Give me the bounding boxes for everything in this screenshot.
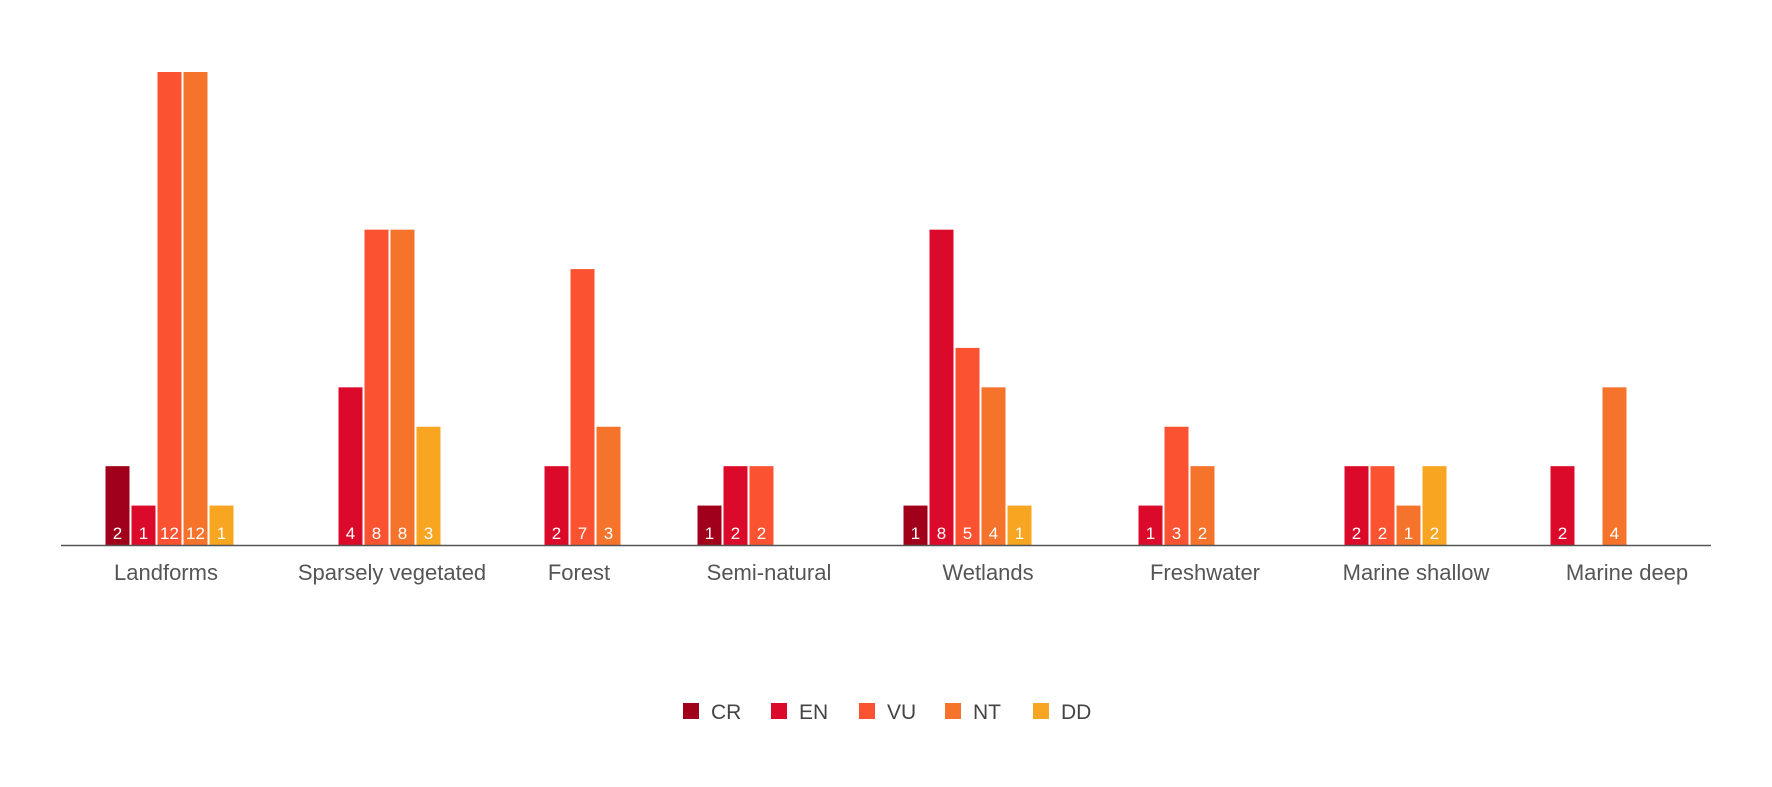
- data-label: 8: [937, 524, 946, 543]
- data-label: 1: [139, 524, 148, 543]
- legend-item-nt: NT: [945, 701, 1001, 724]
- bar-cr: [903, 505, 928, 545]
- data-label: 8: [398, 524, 407, 543]
- legend-label: DD: [1061, 701, 1091, 724]
- bar-nt: [981, 387, 1006, 545]
- bar-en: [544, 466, 569, 545]
- data-label: 1: [705, 524, 714, 543]
- bar-en: [338, 387, 363, 545]
- data-label: 1: [1404, 524, 1413, 543]
- legend-label: EN: [799, 701, 828, 724]
- bar-nt: [1602, 387, 1627, 545]
- bar-vu: [570, 269, 595, 545]
- bar-nt: [1396, 505, 1421, 545]
- data-label: 2: [1352, 524, 1361, 543]
- legend-swatch: [1033, 703, 1049, 719]
- bar-dd: [1007, 505, 1032, 545]
- legend-swatch: [771, 703, 787, 719]
- bar-en: [131, 505, 156, 545]
- legend-item-vu: VU: [859, 701, 916, 724]
- data-label: 8: [372, 524, 381, 543]
- bar-nt: [390, 229, 415, 545]
- x-tick-label: Freshwater: [1150, 560, 1260, 585]
- data-label: 3: [604, 524, 613, 543]
- data-label: 1: [1146, 524, 1155, 543]
- data-label: 3: [424, 524, 433, 543]
- legend-swatch: [683, 703, 699, 719]
- bar-nt: [596, 426, 621, 545]
- bar-dd: [1422, 466, 1447, 545]
- bar-vu: [1370, 466, 1395, 545]
- legend-swatch: [945, 703, 961, 719]
- data-label: 12: [186, 524, 205, 543]
- x-tick-label: Semi-natural: [707, 560, 832, 585]
- x-tick-label: Marine shallow: [1343, 560, 1490, 585]
- bar-cr: [105, 466, 130, 545]
- bar-vu: [955, 347, 980, 545]
- legend-item-cr: CR: [683, 701, 741, 724]
- data-label: 2: [757, 524, 766, 543]
- bar-en: [1138, 505, 1163, 545]
- bar-vu: [749, 466, 774, 545]
- data-label: 4: [346, 524, 355, 543]
- bar-dd: [416, 426, 441, 545]
- data-label: 2: [1378, 524, 1387, 543]
- legend-item-dd: DD: [1033, 701, 1091, 724]
- data-label: 2: [113, 524, 122, 543]
- data-label: 1: [911, 524, 920, 543]
- bar-cr: [697, 505, 722, 545]
- legend-label: CR: [711, 701, 741, 724]
- category-group: 2 1 12 12 1: [105, 72, 234, 545]
- x-tick-label: Sparsely vegetated: [298, 560, 486, 585]
- bar-nt: [183, 72, 208, 545]
- data-label: 1: [217, 524, 226, 543]
- data-label: 2: [731, 524, 740, 543]
- x-tick-label: Forest: [548, 560, 610, 585]
- bar-en: [1550, 466, 1575, 545]
- legend-swatch: [859, 703, 875, 719]
- data-label: 2: [1558, 524, 1567, 543]
- legend-item-en: EN: [771, 701, 828, 724]
- x-tick-label: Landforms: [114, 560, 218, 585]
- data-label: 3: [1172, 524, 1181, 543]
- bar-en: [1344, 466, 1369, 545]
- data-label: 2: [1430, 524, 1439, 543]
- data-label: 1: [1015, 524, 1024, 543]
- bar-en: [723, 466, 748, 545]
- data-label: 5: [963, 524, 972, 543]
- bar-vu: [364, 229, 389, 545]
- bar-nt: [1190, 466, 1215, 545]
- data-label: 2: [1198, 524, 1207, 543]
- bar-dd: [209, 505, 234, 545]
- data-label: 2: [552, 524, 561, 543]
- data-label: 12: [160, 524, 179, 543]
- x-tick-label: Wetlands: [942, 560, 1033, 585]
- legend-label: NT: [973, 701, 1001, 724]
- x-tick-label: Marine deep: [1566, 560, 1688, 585]
- bar-vu: [1164, 426, 1189, 545]
- legend-label: VU: [887, 701, 916, 724]
- bar-en: [929, 229, 954, 545]
- data-label: 4: [989, 524, 998, 543]
- bar-vu: [157, 72, 182, 545]
- data-label: 4: [1610, 524, 1619, 543]
- data-label: 7: [578, 524, 587, 543]
